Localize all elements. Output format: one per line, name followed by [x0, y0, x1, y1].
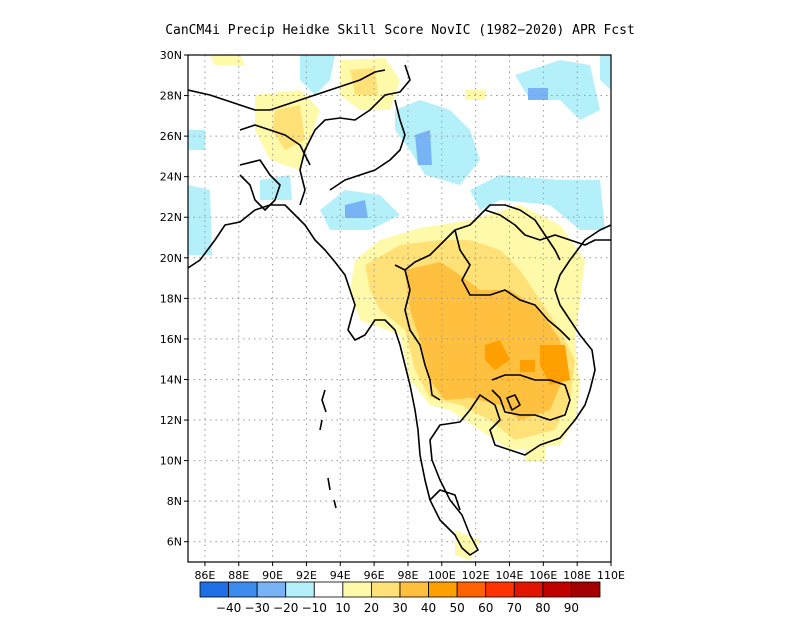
- colorbar-swatch: [256, 581, 287, 598]
- longitude-label: 88E: [228, 569, 249, 582]
- border-laos: [454, 229, 571, 341]
- negative-skill-patch-bay: [188, 185, 212, 255]
- border-assam: [239, 124, 311, 166]
- colorbar-label: 70: [507, 601, 522, 615]
- longitude-label: 90E: [262, 569, 283, 582]
- negative-skill-patch-east: [470, 175, 605, 230]
- positive-skill-core-40-small: [520, 360, 535, 372]
- longitude-label: 98E: [397, 569, 418, 582]
- latitude-label: 16N: [160, 333, 182, 346]
- positive-skill-patch-small-ne: [465, 90, 485, 100]
- longitude-label: 94E: [330, 569, 351, 582]
- negative-skill-core-tibet: [415, 130, 432, 165]
- colorbar-label: 50: [450, 601, 465, 615]
- negative-skill-core-ne: [528, 88, 548, 100]
- colorbar-label: 10: [335, 601, 350, 615]
- latitude-label: 22N: [160, 211, 182, 224]
- longitude-labels: 86E 88E 90E 92E 94E 96E 98E 100E 102E 104E 106E 108…: [194, 562, 625, 582]
- longitude-label: 100E: [428, 569, 456, 582]
- longitude-label: 104E: [496, 569, 524, 582]
- colorbar-swatch: [285, 581, 315, 598]
- negative-skill-patch-assam: [188, 130, 205, 150]
- lake-tonle-sap: [506, 394, 521, 411]
- latitude-label: 18N: [160, 292, 182, 305]
- colorbar-swatch: [399, 581, 429, 598]
- negative-skill-core-myanmar: [345, 200, 368, 218]
- negative-skill-patch-ne-corner: [600, 55, 611, 90]
- latitude-label: 26N: [160, 130, 182, 143]
- latitude-label: 12N: [160, 414, 182, 427]
- island-andaman-2: [319, 419, 323, 431]
- positive-skill-patch-nw: [210, 55, 245, 65]
- longitude-label: 92E: [296, 569, 317, 582]
- coastline-bay-of-bengal: [188, 204, 611, 556]
- island-andaman-1: [321, 389, 327, 413]
- latitude-label: 10N: [160, 455, 182, 468]
- latitude-label: 30N: [160, 49, 182, 62]
- longitude-label: 96E: [364, 569, 385, 582]
- border-vietnam-china: [484, 209, 611, 246]
- border-myanmar-china: [329, 99, 406, 191]
- colorbar-label: 40: [421, 601, 436, 615]
- latitude-label: 20N: [160, 252, 182, 265]
- border-thailand-west: [404, 269, 441, 401]
- colorbar-label: −30: [244, 601, 269, 615]
- border-cambodia: [491, 374, 571, 421]
- colorbar-label: 60: [478, 601, 493, 615]
- positive-skill-core-40-cambodia: [540, 345, 570, 385]
- map-gridlines: [188, 55, 611, 562]
- colorbar-label: −20: [273, 601, 298, 615]
- colorbar-swatch: [428, 581, 458, 598]
- positive-skill-core-40-thailand: [485, 340, 510, 370]
- colorbar-swatch: [199, 581, 229, 598]
- latitude-label: 8N: [167, 495, 182, 508]
- colorbar-label: −10: [302, 601, 327, 615]
- colorbar-label: 20: [364, 601, 379, 615]
- border-malay: [429, 489, 461, 511]
- colorbar-label: 30: [392, 601, 407, 615]
- latitude-label: 24N: [160, 171, 182, 184]
- colorbar-label: 90: [564, 601, 579, 615]
- island-nicobar: [327, 477, 337, 509]
- colorbar-swatch: [571, 581, 601, 598]
- border-india-myanmar: [299, 64, 411, 206]
- longitude-label: 110E: [597, 569, 625, 582]
- positive-skill-patch-south: [455, 530, 480, 560]
- colorbar-swatch: [228, 581, 258, 598]
- longitude-label: 102E: [462, 569, 490, 582]
- colorbar-swatch: [542, 581, 572, 598]
- latitude-label: 14N: [160, 373, 182, 386]
- colorbar: −40 −30 −20 −10 10 20 30 40 50 60 70 80 90: [199, 581, 601, 615]
- colorbar-swatch: [342, 581, 372, 598]
- latitude-label: 6N: [167, 536, 182, 549]
- colorbar-swatch: [456, 581, 487, 598]
- latitude-label: 28N: [160, 90, 182, 103]
- negative-skill-patch-small: [260, 175, 292, 200]
- map-frame: [187, 54, 612, 563]
- colorbar-swatch: [513, 581, 544, 598]
- colorbar-swatch: [485, 581, 515, 598]
- latitude-labels: 6N 8N 10N 12N 14N 16N 18N 20N 22N 24N 26N 28N 30N: [160, 49, 188, 549]
- coastlines-and-borders: [188, 64, 611, 556]
- border-bhutan-himalaya: [188, 69, 386, 111]
- negative-skill-patch-northeast: [515, 60, 600, 120]
- border-bangladesh: [239, 159, 281, 211]
- positive-skill-patch-20-himalaya: [272, 105, 305, 150]
- colorbar-label: −40: [216, 601, 241, 615]
- negative-skill-patch-north: [300, 55, 335, 95]
- skill-score-field: [188, 55, 611, 560]
- colorbar-label: 80: [535, 601, 550, 615]
- colorbar-swatch: [371, 581, 401, 598]
- longitude-label: 106E: [529, 569, 557, 582]
- colorbar-swatch: [313, 581, 344, 598]
- negative-skill-patch-tibet: [395, 100, 480, 185]
- map-title: CanCM4i Precip Heidke Skill Score NovIC …: [165, 23, 635, 38]
- positive-skill-patch-mekong: [525, 445, 545, 462]
- longitude-label: 86E: [194, 569, 215, 582]
- border-myanmar-thailand: [394, 204, 561, 271]
- longitude-label: 108E: [563, 569, 591, 582]
